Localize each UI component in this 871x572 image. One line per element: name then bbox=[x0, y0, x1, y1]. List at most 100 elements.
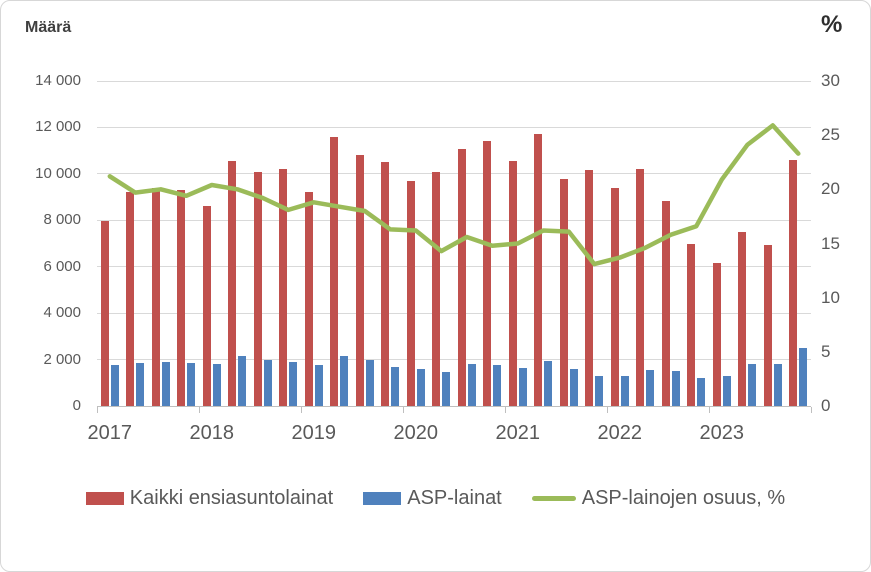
asp-lainat-bar-2021Q1 bbox=[518, 367, 527, 406]
asp-lainat-bar-2019Q1 bbox=[314, 365, 323, 406]
asp-lainat-bar-2022Q2 bbox=[646, 370, 655, 406]
asp-lainat-bar-2020Q3 bbox=[467, 364, 476, 406]
kaikki-ensiasuntolainat-bar-2021Q2 bbox=[534, 134, 543, 406]
x-axis-label-2017: 2017 bbox=[87, 422, 133, 444]
left-axis-tick-label: 6 000 bbox=[43, 257, 81, 275]
x-axis-tick bbox=[709, 407, 710, 413]
legend-item: ASP-lainojen osuus, % bbox=[531, 487, 786, 510]
kaikki-ensiasuntolainat-bar-2023Q2 bbox=[738, 231, 747, 406]
right-axis-tick-label: 30 bbox=[821, 71, 840, 90]
right-axis-tick-label: 10 bbox=[821, 287, 840, 307]
left-axis-tick-label: 8 000 bbox=[43, 211, 81, 229]
kaikki-ensiasuntolainat-bar-2023Q4 bbox=[789, 159, 798, 406]
gridline bbox=[97, 173, 811, 175]
right-axis-tick-label: 20 bbox=[821, 179, 840, 199]
asp-lainat-bar-2021Q2 bbox=[544, 360, 553, 406]
asp-lainat-bar-2022Q4 bbox=[697, 378, 706, 406]
kaikki-ensiasuntolainat-bar-2018Q2 bbox=[228, 161, 237, 406]
asp-share-line-layer bbox=[107, 123, 801, 267]
legend: Kaikki ensiasuntolainat ASP-lainat ASP-lai… bbox=[1, 487, 870, 510]
asp-lainat-bar-2021Q3 bbox=[569, 368, 578, 406]
right-axis-title: % bbox=[821, 11, 843, 38]
legend-swatch-bar bbox=[363, 492, 402, 505]
kaikki-ensiasuntolainat-bar-2018Q3 bbox=[253, 171, 262, 406]
asp-lainat-bar-2018Q3 bbox=[263, 359, 272, 406]
asp-lainat-bar-2020Q1 bbox=[416, 368, 425, 406]
gridline bbox=[97, 126, 811, 128]
legend-item: ASP-lainat bbox=[363, 487, 502, 510]
kaikki-ensiasuntolainat-bar-2021Q3 bbox=[559, 178, 568, 406]
asp-lainat-bar-2023Q1 bbox=[722, 375, 731, 406]
asp-lainat-bar-2018Q2 bbox=[238, 356, 247, 406]
kaikki-ensiasuntolainat-bar-2020Q3 bbox=[457, 149, 466, 406]
asp-lainat-bar-2019Q3 bbox=[365, 359, 374, 406]
asp-lainat-bar-2023Q3 bbox=[773, 364, 782, 406]
x-axis-tick bbox=[199, 407, 200, 413]
legend-label: ASP-lainojen osuus, % bbox=[581, 487, 786, 509]
x-axis-tick bbox=[811, 407, 812, 413]
right-axis-tick-label: 25 bbox=[821, 125, 840, 145]
x-axis-tick bbox=[607, 407, 608, 413]
kaikki-ensiasuntolainat-bar-2023Q3 bbox=[763, 244, 772, 406]
kaikki-ensiasuntolainat-bar-2017Q1 bbox=[100, 221, 109, 406]
left-axis-tick-label: 10 000 bbox=[35, 164, 81, 182]
asp-lainat-bar-2023Q4 bbox=[799, 347, 808, 406]
kaikki-ensiasuntolainat-bar-2022Q1 bbox=[610, 187, 619, 406]
x-axis-line bbox=[97, 406, 811, 407]
asp-lainat-bar-2017Q4 bbox=[187, 363, 196, 406]
left-axis-tick-label: 12 000 bbox=[35, 118, 81, 136]
asp-lainat-bar-2019Q2 bbox=[340, 356, 349, 406]
asp-lainat-bar-2019Q4 bbox=[391, 366, 400, 406]
x-axis-label-2023: 2023 bbox=[699, 422, 745, 444]
legend-label: ASP-lainat bbox=[407, 487, 502, 509]
kaikki-ensiasuntolainat-bar-2017Q4 bbox=[177, 190, 186, 406]
asp-share-line bbox=[107, 123, 801, 267]
kaikki-ensiasuntolainat-bar-2018Q4 bbox=[279, 169, 288, 406]
asp-lainat-bar-2022Q1 bbox=[620, 375, 629, 406]
legend-item: Kaikki ensiasuntolainat bbox=[85, 487, 333, 510]
asp-lainat-bar-2021Q4 bbox=[595, 375, 604, 406]
asp-lainat-bar-2022Q3 bbox=[671, 371, 680, 406]
x-axis-tick bbox=[97, 407, 98, 413]
x-axis-label-2020: 2020 bbox=[393, 422, 439, 444]
gridline bbox=[97, 266, 811, 268]
kaikki-ensiasuntolainat-bar-2019Q2 bbox=[330, 136, 339, 406]
kaikki-ensiasuntolainat-bar-2022Q2 bbox=[636, 169, 645, 406]
kaikki-ensiasuntolainat-bar-2021Q1 bbox=[508, 161, 517, 406]
x-axis-tick bbox=[403, 407, 404, 413]
asp-lainat-bar-2023Q2 bbox=[748, 364, 757, 406]
kaikki-ensiasuntolainat-bar-2018Q1 bbox=[202, 206, 211, 406]
kaikki-ensiasuntolainat-bar-2020Q1 bbox=[406, 180, 415, 406]
x-axis-label-2018: 2018 bbox=[189, 422, 235, 444]
kaikki-ensiasuntolainat-bar-2019Q1 bbox=[304, 192, 313, 406]
right-axis-tick-label: 5 bbox=[821, 341, 831, 361]
gridline bbox=[97, 359, 811, 361]
kaikki-ensiasuntolainat-bar-2019Q3 bbox=[355, 155, 364, 406]
kaikki-ensiasuntolainat-bar-2021Q4 bbox=[585, 170, 594, 406]
asp-lainat-bar-2017Q2 bbox=[136, 363, 145, 406]
kaikki-ensiasuntolainat-bar-2023Q1 bbox=[712, 263, 721, 406]
x-axis-label-2021: 2021 bbox=[495, 422, 541, 444]
kaikki-ensiasuntolainat-bar-2019Q4 bbox=[381, 162, 390, 406]
left-axis-tick-label: 0 bbox=[72, 397, 81, 414]
right-axis-tick-label: 0 bbox=[821, 396, 831, 415]
asp-lainat-bar-2020Q2 bbox=[442, 372, 451, 406]
legend-swatch-bar bbox=[85, 492, 124, 505]
x-axis-label-2019: 2019 bbox=[291, 422, 337, 444]
x-axis-label-2022: 2022 bbox=[597, 422, 643, 444]
gridline bbox=[97, 312, 811, 314]
gridline bbox=[97, 80, 811, 82]
plot-area bbox=[97, 80, 812, 413]
x-axis-tick bbox=[301, 407, 302, 413]
gridline bbox=[97, 219, 811, 221]
left-axis-title: Määrä bbox=[25, 19, 72, 36]
kaikki-ensiasuntolainat-bar-2017Q2 bbox=[126, 192, 135, 406]
right-axis-tick-label: 15 bbox=[821, 233, 840, 253]
left-axis-tick-label: 14 000 bbox=[35, 72, 81, 89]
asp-lainat-bar-2017Q1 bbox=[110, 365, 119, 406]
kaikki-ensiasuntolainat-bar-2020Q4 bbox=[483, 141, 492, 406]
kaikki-ensiasuntolainat-bar-2020Q2 bbox=[432, 171, 441, 406]
asp-lainat-bar-2018Q4 bbox=[289, 361, 298, 406]
kaikki-ensiasuntolainat-bar-2022Q3 bbox=[661, 200, 670, 406]
